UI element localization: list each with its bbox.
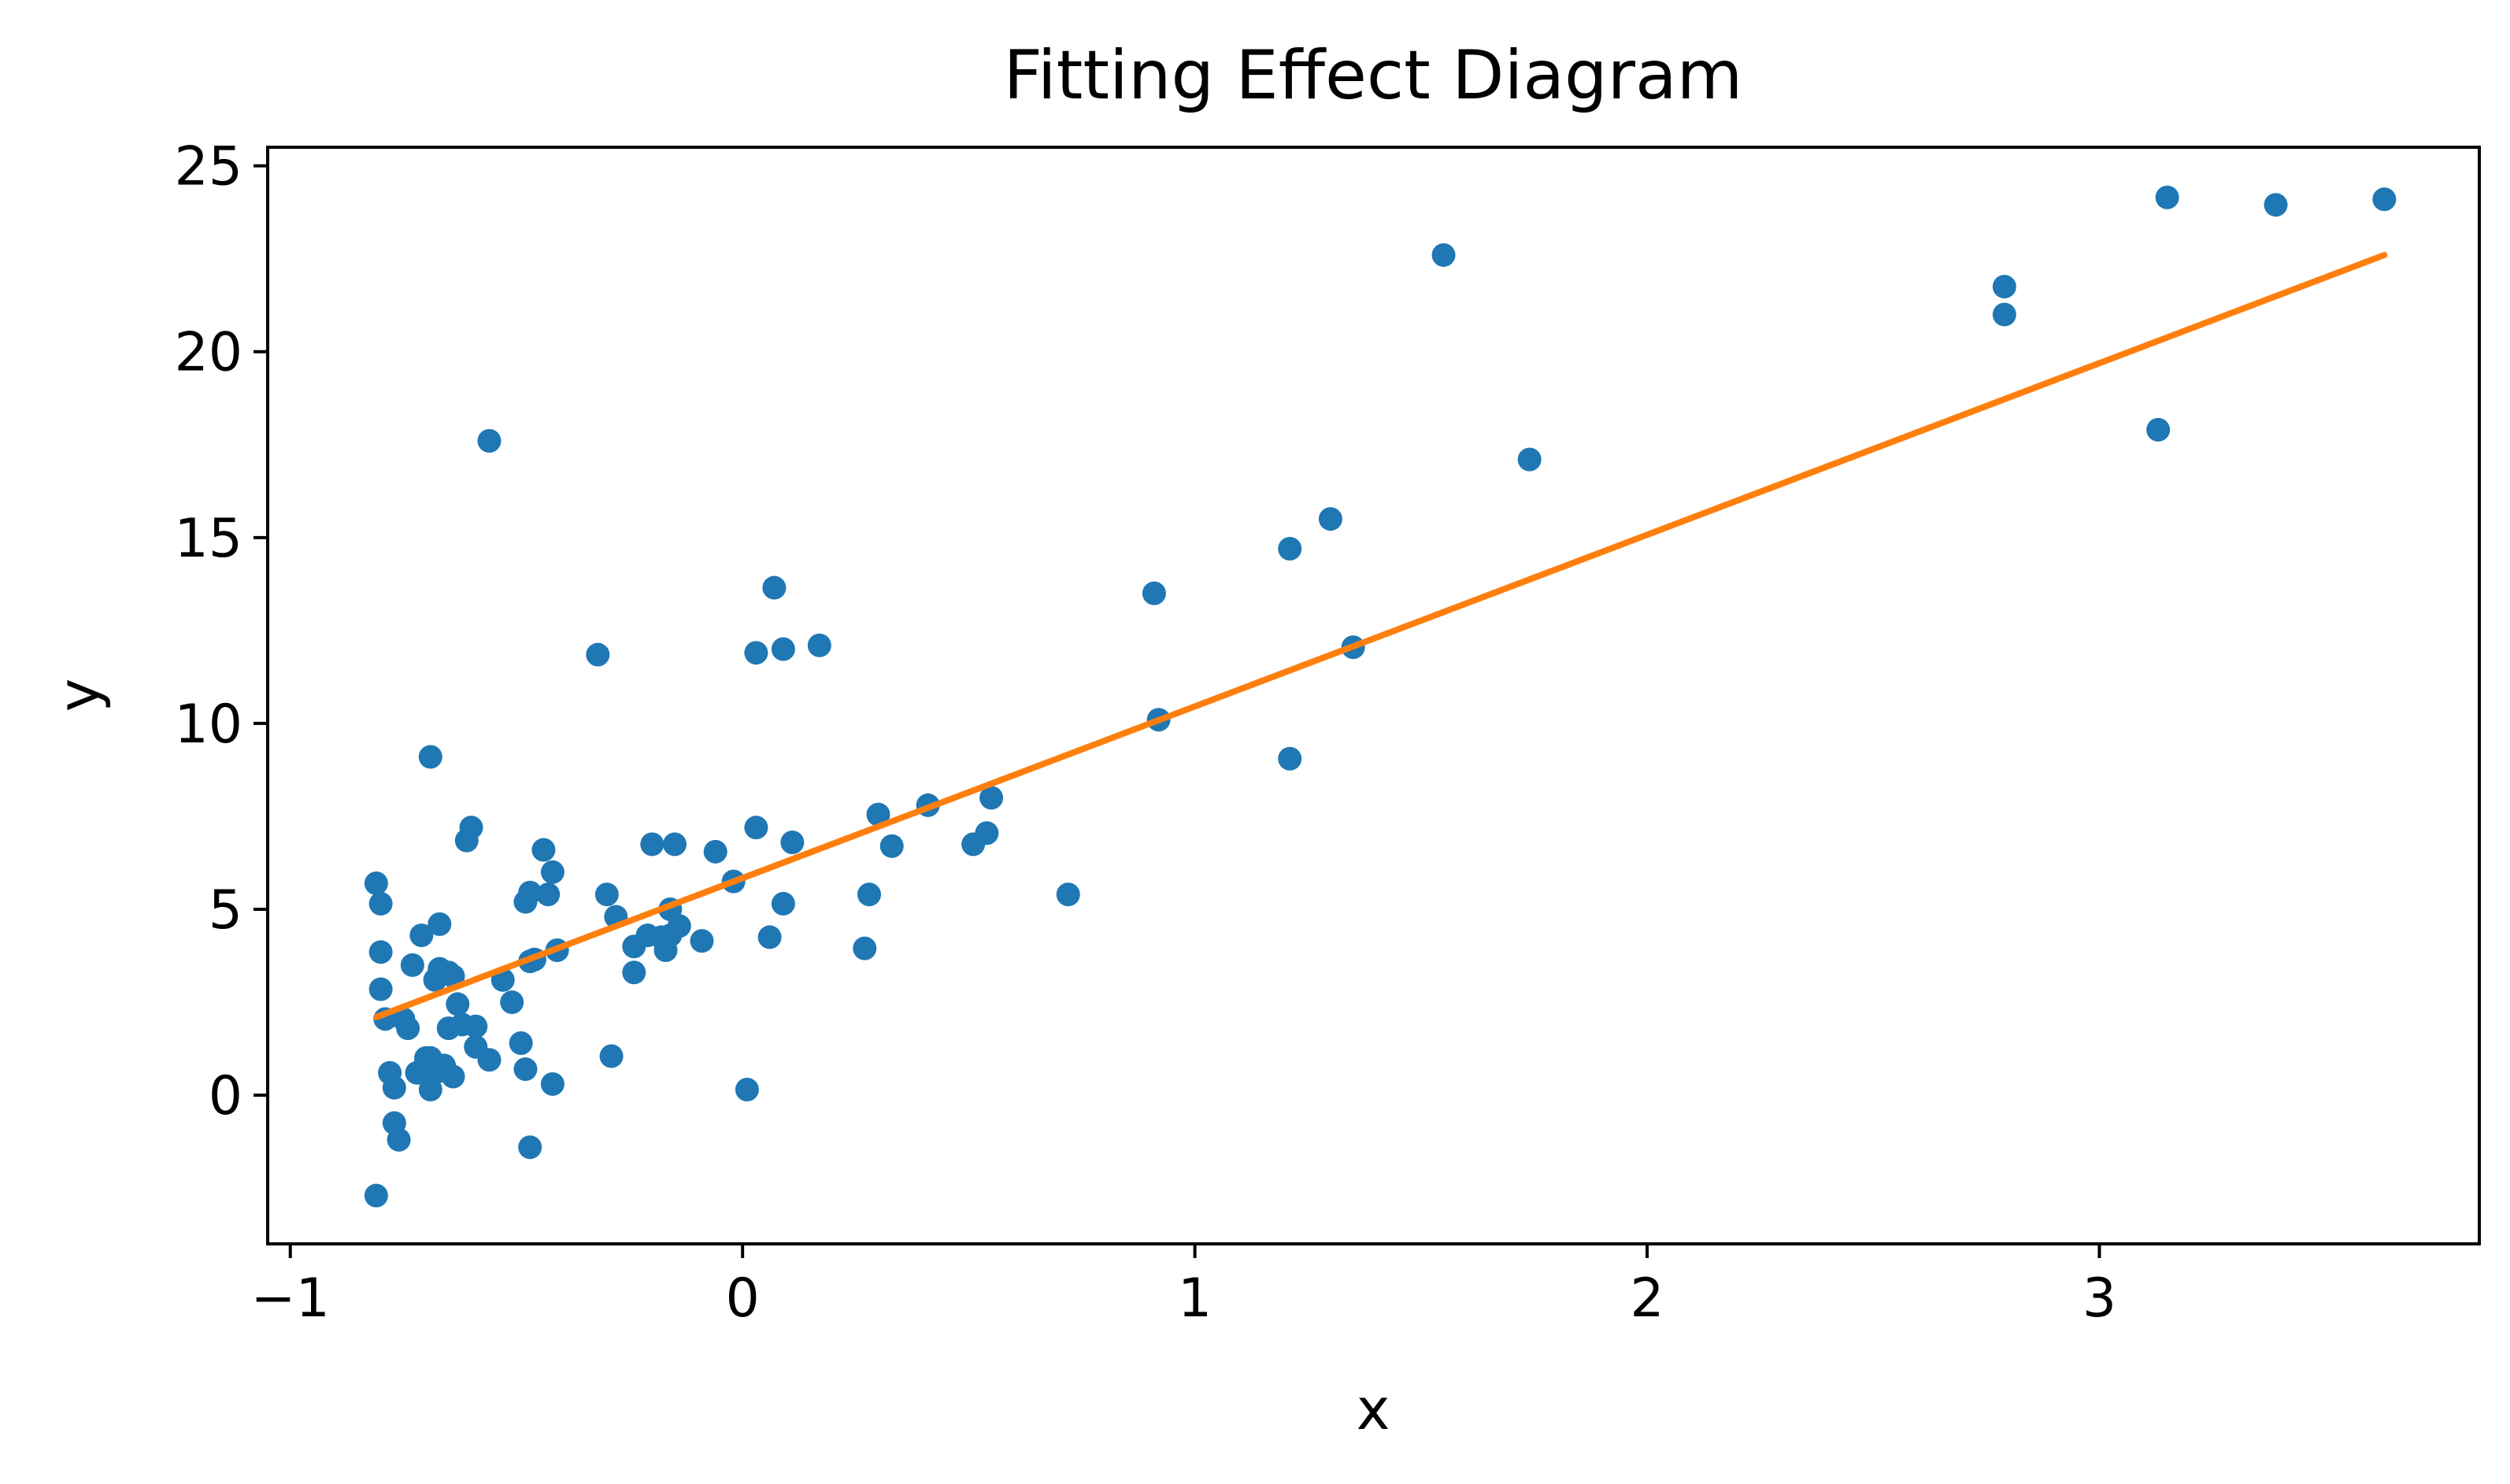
data-point [441,964,465,989]
y-tick-label: 10 [174,694,242,756]
data-point [2372,187,2397,212]
data-point [853,936,877,960]
y-tick-label: 5 [209,879,242,942]
x-tick-label: −1 [251,1268,330,1330]
y-axis-label: y [46,679,112,712]
data-point [735,1078,759,1102]
plot-frame [266,146,2481,1245]
data-point [757,925,782,949]
data-points [364,185,2397,1208]
data-point [1278,536,1302,561]
data-point [396,1016,420,1041]
data-point [540,1071,565,1096]
data-point [979,786,1004,810]
x-tick-label: 0 [726,1268,760,1330]
data-point [500,990,524,1015]
data-point [586,642,610,667]
y-tick-label: 20 [174,322,242,384]
data-point [667,914,691,938]
y-axis: 0 5 10 15 20 25 [174,136,268,1127]
x-tick-label: 2 [1630,1268,1664,1330]
data-point [703,839,727,864]
data-point [409,923,434,948]
data-point [368,940,393,964]
data-point [1056,883,1080,907]
y-tick-label: 0 [209,1065,242,1127]
data-point [368,891,393,916]
data-point [771,891,795,916]
x-tick-label: 3 [2082,1268,2116,1330]
data-point [857,883,882,907]
data-point [428,912,452,936]
data-point [477,429,502,453]
data-point [509,1031,533,1056]
data-point [518,1135,542,1160]
data-point [690,929,714,953]
data-point [879,834,904,858]
data-point [513,1057,538,1082]
data-point [1517,447,1542,472]
data-point [975,821,999,846]
data-point [400,953,424,977]
data-point [382,1075,406,1100]
data-point [418,745,442,769]
data-point [1278,746,1302,771]
data-point [368,977,393,1001]
y-tick-label: 15 [174,508,242,570]
data-point [2264,193,2288,217]
data-point [866,802,890,827]
data-point [622,960,646,985]
data-point [662,832,687,857]
data-point [1992,275,2016,299]
data-point [364,1183,388,1208]
data-point [477,1048,502,1072]
data-point [364,871,388,895]
fit-line-layer [372,251,2388,1020]
data-point [464,1014,488,1038]
data-point [459,816,483,840]
data-point [518,880,542,905]
data-point [1318,507,1342,531]
data-point [807,633,831,657]
data-point [780,831,805,855]
data-point [540,860,565,884]
data-point [594,883,619,907]
data-point [1992,302,2016,327]
data-point [2146,417,2171,442]
x-axis: −1 0 1 2 3 [251,1244,2116,1330]
data-point [446,992,470,1016]
y-tick-label: 25 [174,136,242,198]
data-point [762,575,787,600]
data-point [744,816,768,840]
data-point [744,641,768,665]
data-point [599,1044,624,1068]
data-point [771,637,795,661]
x-axis-label: x [1357,1376,1390,1442]
data-point [1431,242,1456,267]
data-point [531,838,556,862]
chart-title: Fitting Effect Diagram [1004,36,1743,115]
fit-line [372,251,2388,1020]
data-point [1142,581,1166,605]
data-point [2155,185,2179,209]
data-point [441,1064,465,1089]
x-tick-label: 1 [1178,1268,1212,1330]
data-point [640,832,665,857]
data-point [387,1127,411,1152]
data-point [536,883,561,907]
